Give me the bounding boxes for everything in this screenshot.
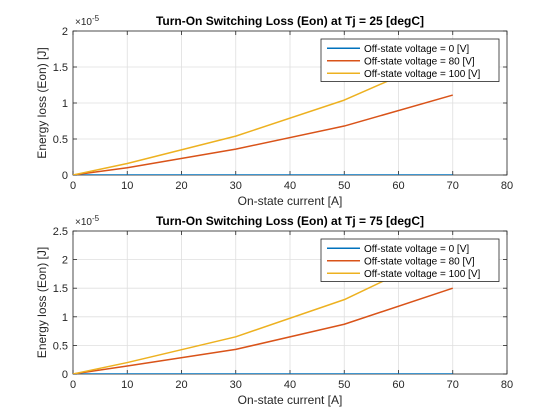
top-legend: Off-state voltage = 0 [V]Off-state volta… <box>320 38 500 82</box>
bottom-xtick-label: 20 <box>175 379 187 391</box>
bottom-xtick-label: 40 <box>284 379 296 391</box>
bottom-legend: Off-state voltage = 0 [V]Off-state volta… <box>320 238 500 282</box>
bottom-xtick-label: 30 <box>230 379 242 391</box>
top-series-group <box>73 51 454 175</box>
top-xtick-label: 40 <box>284 180 296 192</box>
bottom-xtick-label: 50 <box>338 379 350 391</box>
bottom-xtick-label: 70 <box>447 379 459 391</box>
top-exponent-label: ×10-5 <box>75 14 100 28</box>
bottom-xtick-label: 80 <box>501 379 513 391</box>
top-xtick-label: 0 <box>70 180 76 192</box>
bottom-xtick-label: 60 <box>392 379 404 391</box>
bottom-ytick-label: 2.5 <box>53 226 68 238</box>
bottom-ytick-label: 2 <box>62 255 68 267</box>
top-ytick-label: 0.5 <box>53 134 68 146</box>
bottom-legend-label-3: Off-state voltage = 100 [V] <box>364 269 480 280</box>
top-ytick-label: 1.5 <box>53 62 68 74</box>
top-y-axis-label: Energy loss (Eon) [J] <box>35 47 49 158</box>
top-legend-label-1: Off-state voltage = 0 [V] <box>364 44 469 55</box>
top-xtick-label: 20 <box>175 180 187 192</box>
top-subplot: 0 10 20 30 40 50 60 70 80 0 0.5 1 1.5 2 ×10-5 Turn-On S… <box>35 14 513 208</box>
bottom-xtick-label: 10 <box>121 379 133 391</box>
bottom-ytick-label: 1.5 <box>53 283 68 295</box>
top-legend-label-3: Off-state voltage = 100 [V] <box>364 69 480 80</box>
bottom-subplot: 0 10 20 30 40 50 60 70 80 0 0.5 1 1.5 2 2.5 ×10-5 Turn-O… <box>35 214 513 407</box>
top-xtick-label: 70 <box>447 180 459 192</box>
top-x-axis-label: On-state current [A] <box>238 194 343 208</box>
top-ytick-label: 2 <box>62 26 68 38</box>
bottom-chart-title: Turn-On Switching Loss (Eon) at Tj = 75 … <box>156 214 424 228</box>
bottom-ytick-label: 1 <box>62 312 68 324</box>
top-xtick-label: 80 <box>501 180 513 192</box>
bottom-y-axis-label: Energy loss (Eon) [J] <box>35 247 49 358</box>
bottom-legend-label-1: Off-state voltage = 0 [V] <box>364 244 469 255</box>
top-series-line-3 <box>73 51 454 175</box>
top-ytick-label: 1 <box>62 98 68 110</box>
top-xtick-label: 10 <box>121 180 133 192</box>
bottom-series-line-2 <box>73 287 453 374</box>
bottom-xtick-label: 0 <box>70 379 76 391</box>
bottom-series-group <box>73 247 454 374</box>
top-chart-title: Turn-On Switching Loss (Eon) at Tj = 25 … <box>156 14 424 28</box>
bottom-ytick-label: 0.5 <box>53 340 68 352</box>
top-series-line-2 <box>73 94 453 175</box>
bottom-exponent-label: ×10-5 <box>75 214 100 228</box>
bottom-series-line-3 <box>73 247 454 374</box>
top-ytick-label: 0 <box>62 170 68 182</box>
top-xtick-label: 60 <box>392 180 404 192</box>
bottom-ytick-label: 0 <box>62 369 68 381</box>
bottom-legend-label-2: Off-state voltage = 80 [V] <box>364 256 475 267</box>
top-legend-label-2: Off-state voltage = 80 [V] <box>364 56 475 67</box>
bottom-x-axis-label: On-state current [A] <box>238 393 343 407</box>
top-xtick-label: 30 <box>230 180 242 192</box>
top-xtick-label: 50 <box>338 180 350 192</box>
